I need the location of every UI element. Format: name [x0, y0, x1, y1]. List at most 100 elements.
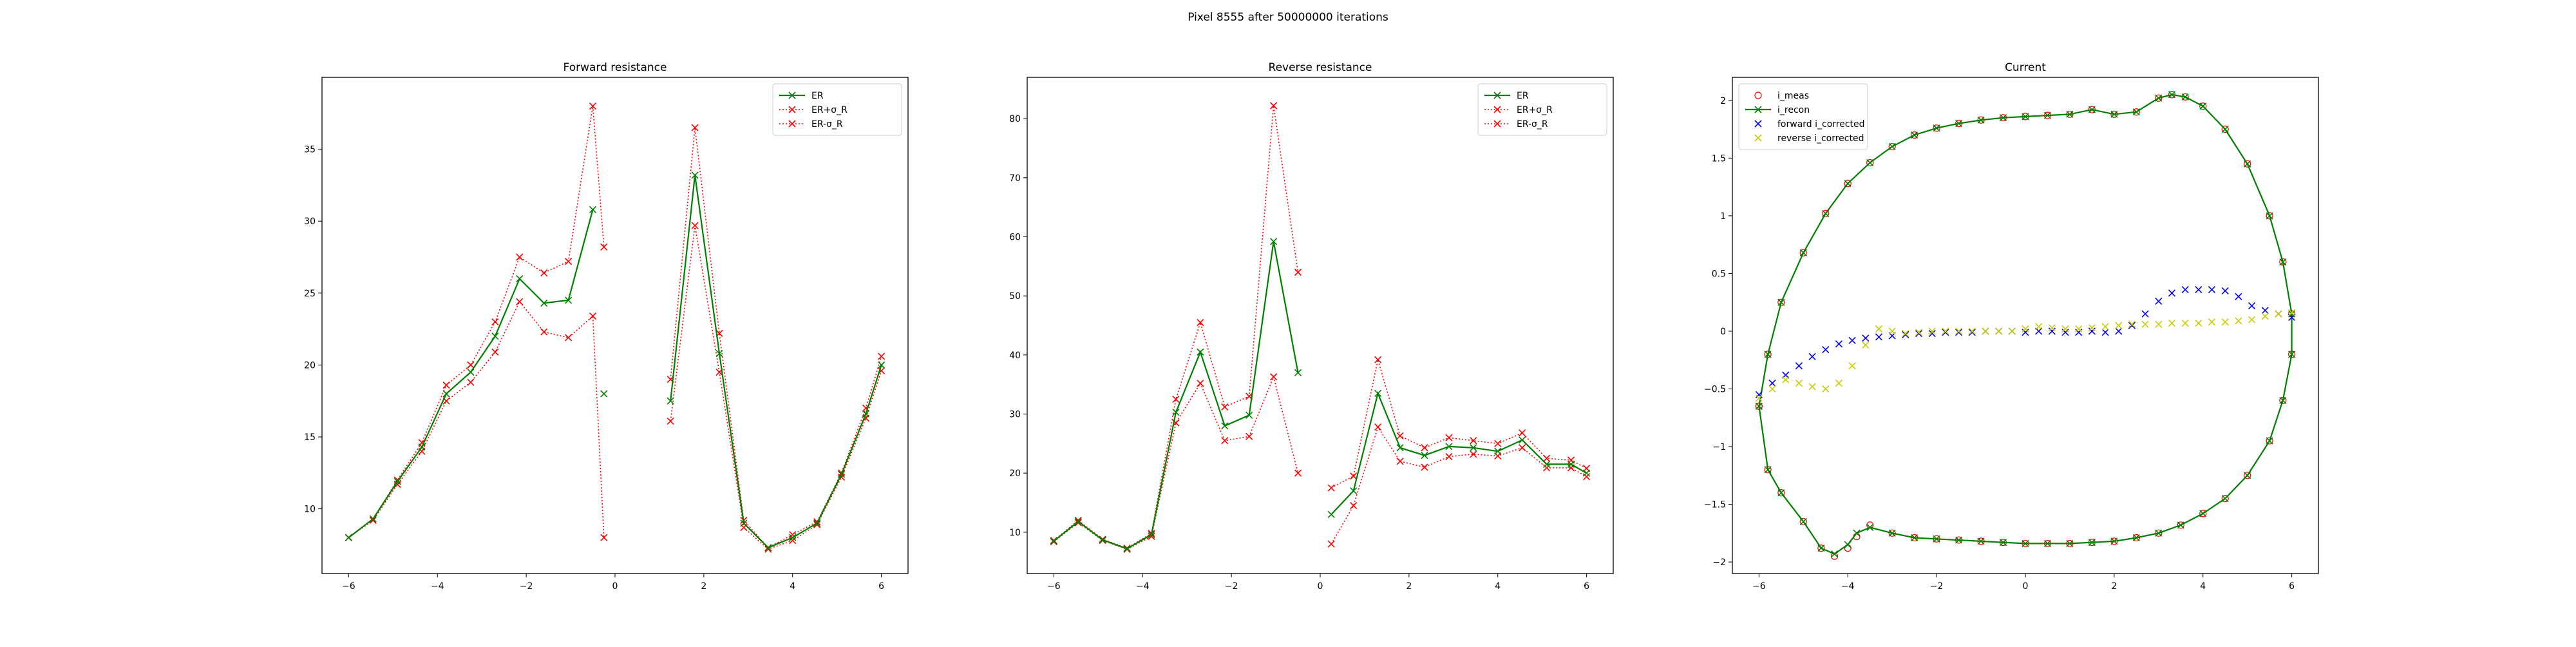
figure-suptitle: Pixel 8555 after 50000000 iterations	[1188, 11, 1388, 24]
data-point	[2221, 125, 2229, 133]
series-line	[1331, 391, 1587, 516]
data-point	[1888, 529, 1896, 537]
data-point	[491, 318, 499, 325]
data-point	[2128, 320, 2136, 328]
data-point	[2075, 325, 2083, 333]
data-point	[1583, 473, 1591, 481]
data-point	[491, 333, 499, 340]
series-ER+σ_R	[345, 102, 886, 552]
data-point	[1396, 432, 1404, 439]
data-point	[2261, 307, 2269, 314]
data-point	[1755, 394, 1763, 402]
data-point	[2181, 93, 2189, 101]
series-reverse i_corrected	[1755, 309, 2296, 402]
data-point	[1543, 460, 1551, 468]
series-line	[1053, 375, 1299, 550]
data-point	[1374, 356, 1382, 363]
x-tick-label: −6	[1047, 581, 1061, 592]
data-point	[1830, 550, 1839, 558]
data-point	[813, 519, 821, 527]
x-tick-label: −6	[342, 581, 355, 592]
data-point	[1777, 489, 1785, 497]
data-point	[1915, 329, 1923, 338]
data-point	[1902, 329, 1909, 338]
data-point	[600, 243, 608, 251]
data-point	[1543, 464, 1551, 472]
data-point	[1445, 434, 1453, 441]
data-point	[2155, 320, 2163, 328]
data-point	[600, 534, 608, 541]
series-ER+σ_R	[1050, 102, 1591, 552]
x-tick-label: −2	[520, 581, 533, 592]
data-point	[1583, 469, 1591, 477]
data-point	[2075, 329, 2083, 336]
data-point	[516, 298, 524, 305]
series-i_recon	[1755, 91, 2296, 558]
chart-2: Reverse resistance −6 −4 −2 0 2 4 6 10 20 30 40 50 60…	[1009, 61, 1614, 592]
data-point	[1374, 389, 1382, 397]
data-point	[2168, 91, 2176, 99]
data-point	[2266, 212, 2273, 220]
x-tick-label: −4	[1841, 581, 1855, 592]
data-point	[516, 253, 524, 261]
data-point	[878, 361, 886, 369]
y-tick-label: 0	[1720, 327, 1726, 337]
data-point	[2141, 310, 2149, 318]
legend-marker	[1754, 92, 1762, 99]
data-point	[1848, 362, 1856, 370]
x-tick-label: 4	[2200, 581, 2206, 592]
y-tick-label: 35	[304, 145, 316, 155]
data-point	[2141, 320, 2149, 328]
data-point	[589, 312, 597, 320]
data-point	[1866, 523, 1874, 531]
data-point	[2266, 212, 2273, 220]
data-point	[1294, 369, 1302, 376]
series-i_meas	[1755, 91, 2296, 560]
data-point	[2048, 327, 2056, 335]
data-point	[1270, 238, 1278, 246]
y-tick-label: 60	[1009, 233, 1021, 243]
data-point	[1862, 341, 1870, 349]
data-point	[2132, 108, 2140, 116]
data-point	[1755, 402, 1763, 410]
data-point	[2279, 258, 2287, 266]
data-point	[369, 515, 377, 523]
data-point	[2288, 310, 2296, 318]
data-point	[2110, 537, 2118, 545]
y-tick-label: 10	[304, 505, 316, 515]
data-point	[2244, 160, 2251, 168]
data-point	[2168, 319, 2176, 327]
data-point	[2155, 529, 2163, 537]
data-point	[878, 352, 886, 360]
data-point	[1327, 510, 1335, 518]
legend-label: forward i_corrected	[1777, 119, 1865, 130]
data-point	[1808, 383, 1816, 391]
data-point	[1808, 352, 1816, 360]
data-point	[1844, 541, 1852, 548]
data-point	[1888, 327, 1896, 335]
data-point	[1982, 327, 1989, 335]
x-tick-label: 4	[1495, 581, 1501, 592]
data-point	[2061, 329, 2069, 336]
data-point	[2266, 437, 2273, 445]
data-point	[2043, 111, 2052, 119]
data-point	[2248, 316, 2256, 324]
chart-3: Current −6 −4 −2 0 2 4 6 −2 −1.5 −1 −0.5 0 0.5 1 1.5 2 i_…	[1704, 61, 2319, 592]
series-line	[348, 209, 594, 539]
data-point	[1270, 373, 1278, 381]
data-point	[1777, 489, 1785, 497]
data-point	[1350, 472, 1358, 480]
data-point	[1421, 463, 1428, 471]
data-point	[2195, 319, 2202, 327]
data-point	[1074, 519, 1082, 526]
data-point	[1197, 380, 1204, 387]
x-tick-label: −2	[1225, 581, 1238, 592]
data-point	[2279, 396, 2287, 404]
data-point	[467, 378, 475, 386]
data-point	[1822, 209, 1830, 217]
data-point	[1221, 422, 1229, 430]
series-line	[348, 106, 605, 538]
data-point	[1099, 536, 1106, 544]
data-point	[1999, 539, 2007, 546]
